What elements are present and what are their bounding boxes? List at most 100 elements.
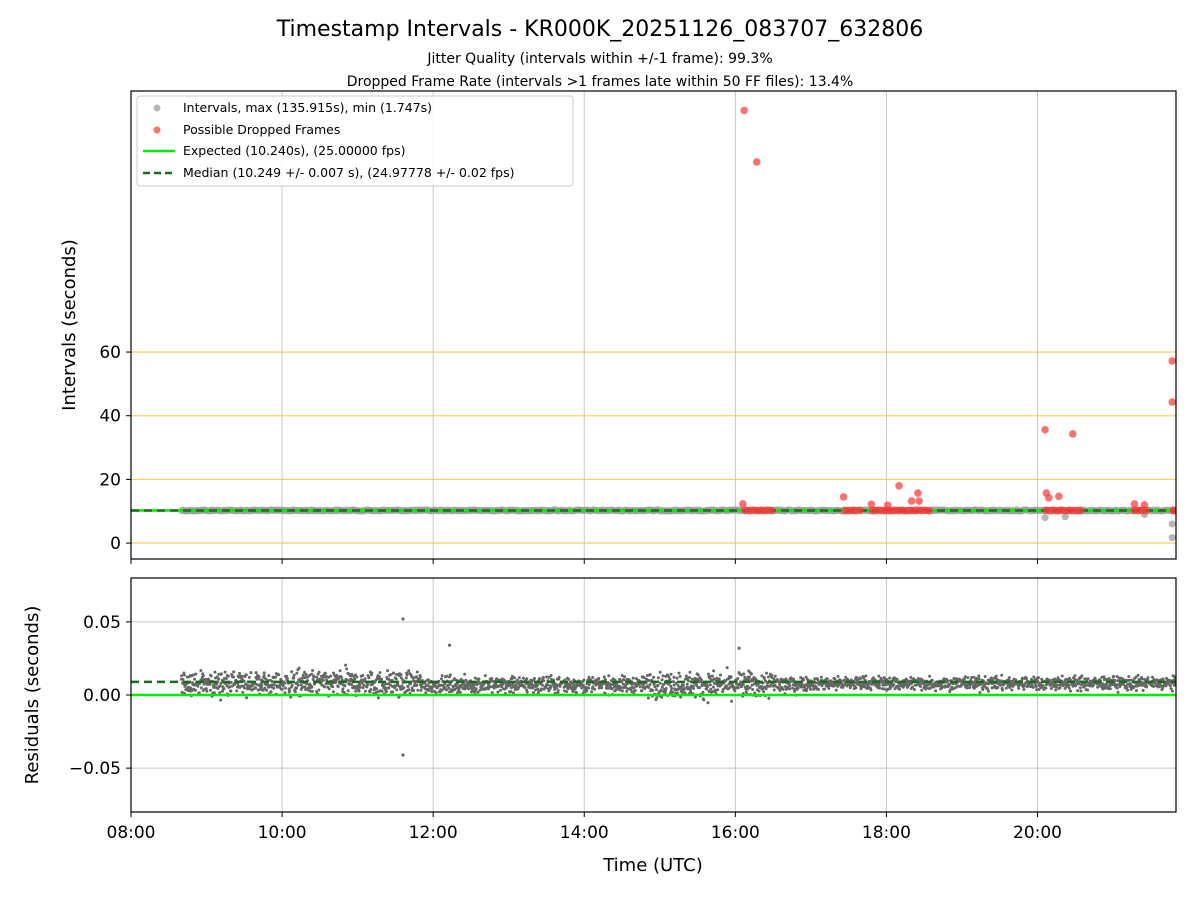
residuals-x-tick-label: 16:00 — [711, 823, 760, 843]
residual-point — [232, 670, 236, 674]
residual-point — [590, 690, 594, 694]
residual-point — [751, 687, 755, 691]
legend-entry-expected: Expected (10.240s), (25.00000 fps) — [183, 143, 405, 158]
residual-point — [267, 674, 271, 678]
residual-point — [549, 673, 553, 677]
residual-point — [772, 688, 776, 692]
residual-point — [331, 690, 335, 694]
residual-point — [363, 677, 367, 681]
residual-point — [620, 674, 624, 678]
residual-point — [335, 673, 339, 677]
residual-point — [412, 689, 416, 693]
residual-point — [773, 674, 777, 678]
residual-point — [201, 674, 205, 678]
residual-point — [762, 676, 766, 680]
residual-point — [853, 681, 857, 685]
residual-point — [502, 679, 506, 683]
residual-point — [977, 677, 981, 681]
residual-point — [633, 688, 637, 692]
residual-point — [813, 677, 817, 681]
residual-point — [1086, 677, 1090, 681]
legend-marker-dropped — [153, 126, 161, 134]
residual-point — [670, 686, 674, 690]
interval-outlier-point — [1168, 534, 1176, 542]
residual-point — [607, 674, 611, 678]
dropped-frame-point — [752, 158, 761, 166]
residual-point — [1169, 687, 1173, 691]
residual-point — [836, 674, 840, 678]
residual-point — [996, 686, 1000, 690]
residual-point — [1049, 687, 1053, 691]
residual-point — [1134, 689, 1138, 693]
residual-point — [395, 672, 399, 676]
residual-point — [658, 681, 662, 685]
residual-point — [979, 682, 983, 686]
residual-point — [292, 673, 296, 677]
residual-point — [708, 683, 712, 687]
residual-point — [425, 684, 429, 688]
dropped-frame-point — [1068, 430, 1077, 438]
residual-point — [414, 679, 418, 683]
residual-point — [681, 683, 685, 687]
residual-point — [710, 674, 714, 678]
residual-point — [525, 690, 529, 694]
residual-point — [415, 683, 419, 687]
residual-point — [499, 688, 503, 692]
residual-point — [1022, 687, 1026, 691]
residual-point — [827, 686, 831, 690]
residual-point — [399, 673, 403, 677]
residual-point — [199, 668, 203, 672]
residual-point — [622, 678, 626, 682]
residual-point — [1031, 685, 1035, 689]
residual-point — [228, 685, 232, 689]
residual-point — [295, 681, 299, 685]
residual-point — [702, 698, 706, 702]
residual-point — [660, 685, 664, 689]
residual-point — [986, 689, 990, 693]
residual-point — [631, 676, 635, 680]
residual-point — [386, 669, 390, 673]
residuals-y-tick-label: −0.05 — [69, 759, 121, 779]
residual-point — [593, 687, 597, 691]
residual-point — [1055, 683, 1059, 687]
residual-point — [710, 679, 714, 683]
dropped-frame-point — [925, 506, 934, 515]
residual-point — [739, 680, 743, 684]
residual-point — [730, 699, 734, 703]
residual-point — [191, 673, 195, 677]
residual-point — [587, 675, 591, 679]
residual-point — [833, 677, 837, 681]
residual-point — [315, 675, 319, 679]
residual-point — [317, 670, 321, 674]
residual-point — [375, 687, 379, 691]
residual-point — [1010, 688, 1014, 692]
residual-point — [380, 689, 384, 693]
residual-point — [353, 677, 357, 681]
residual-point — [343, 684, 347, 688]
residual-point — [274, 675, 278, 679]
residual-point — [822, 687, 826, 691]
residual-point — [968, 686, 972, 690]
residual-point — [1127, 674, 1131, 678]
residual-point — [310, 689, 314, 693]
residual-point — [747, 678, 751, 682]
residual-point — [349, 677, 353, 681]
residual-point — [1113, 678, 1117, 682]
residual-point — [549, 685, 553, 689]
residual-point — [1146, 676, 1150, 680]
residuals-x-tick-label: 14:00 — [560, 823, 609, 843]
residual-point — [317, 688, 321, 692]
residual-point — [750, 683, 754, 687]
residual-point — [895, 678, 899, 682]
residual-point — [257, 675, 261, 679]
residual-point — [638, 685, 642, 689]
residual-point — [199, 686, 203, 690]
residual-point — [427, 688, 431, 692]
residual-point — [1164, 684, 1168, 688]
residual-point — [679, 695, 683, 699]
residual-point — [1017, 686, 1021, 690]
residual-point — [1025, 676, 1029, 680]
residual-point — [816, 678, 820, 682]
residual-point — [854, 686, 858, 690]
